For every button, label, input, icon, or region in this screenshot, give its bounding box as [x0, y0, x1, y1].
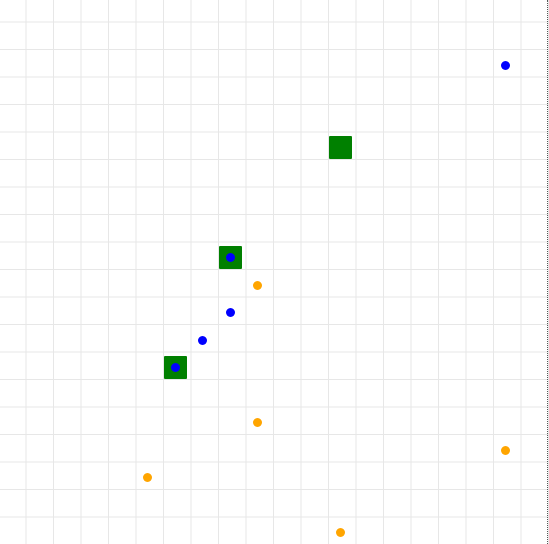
- blue-dot-piece[interactable]: [500, 60, 510, 70]
- orange-dot-piece[interactable]: [143, 473, 152, 482]
- orange-dot-piece[interactable]: [253, 418, 262, 427]
- green-square-piece[interactable]: [328, 136, 352, 159]
- orange-dot-piece[interactable]: [253, 280, 262, 290]
- orange-dot-piece[interactable]: [335, 528, 345, 537]
- blue-dot-piece[interactable]: [198, 335, 207, 345]
- blue-dot-piece[interactable]: [170, 363, 180, 372]
- blue-dot-piece[interactable]: [225, 308, 235, 317]
- orange-dot-piece[interactable]: [500, 445, 510, 455]
- blue-dot-piece[interactable]: [225, 253, 235, 262]
- board-right-edge: [547, 0, 548, 544]
